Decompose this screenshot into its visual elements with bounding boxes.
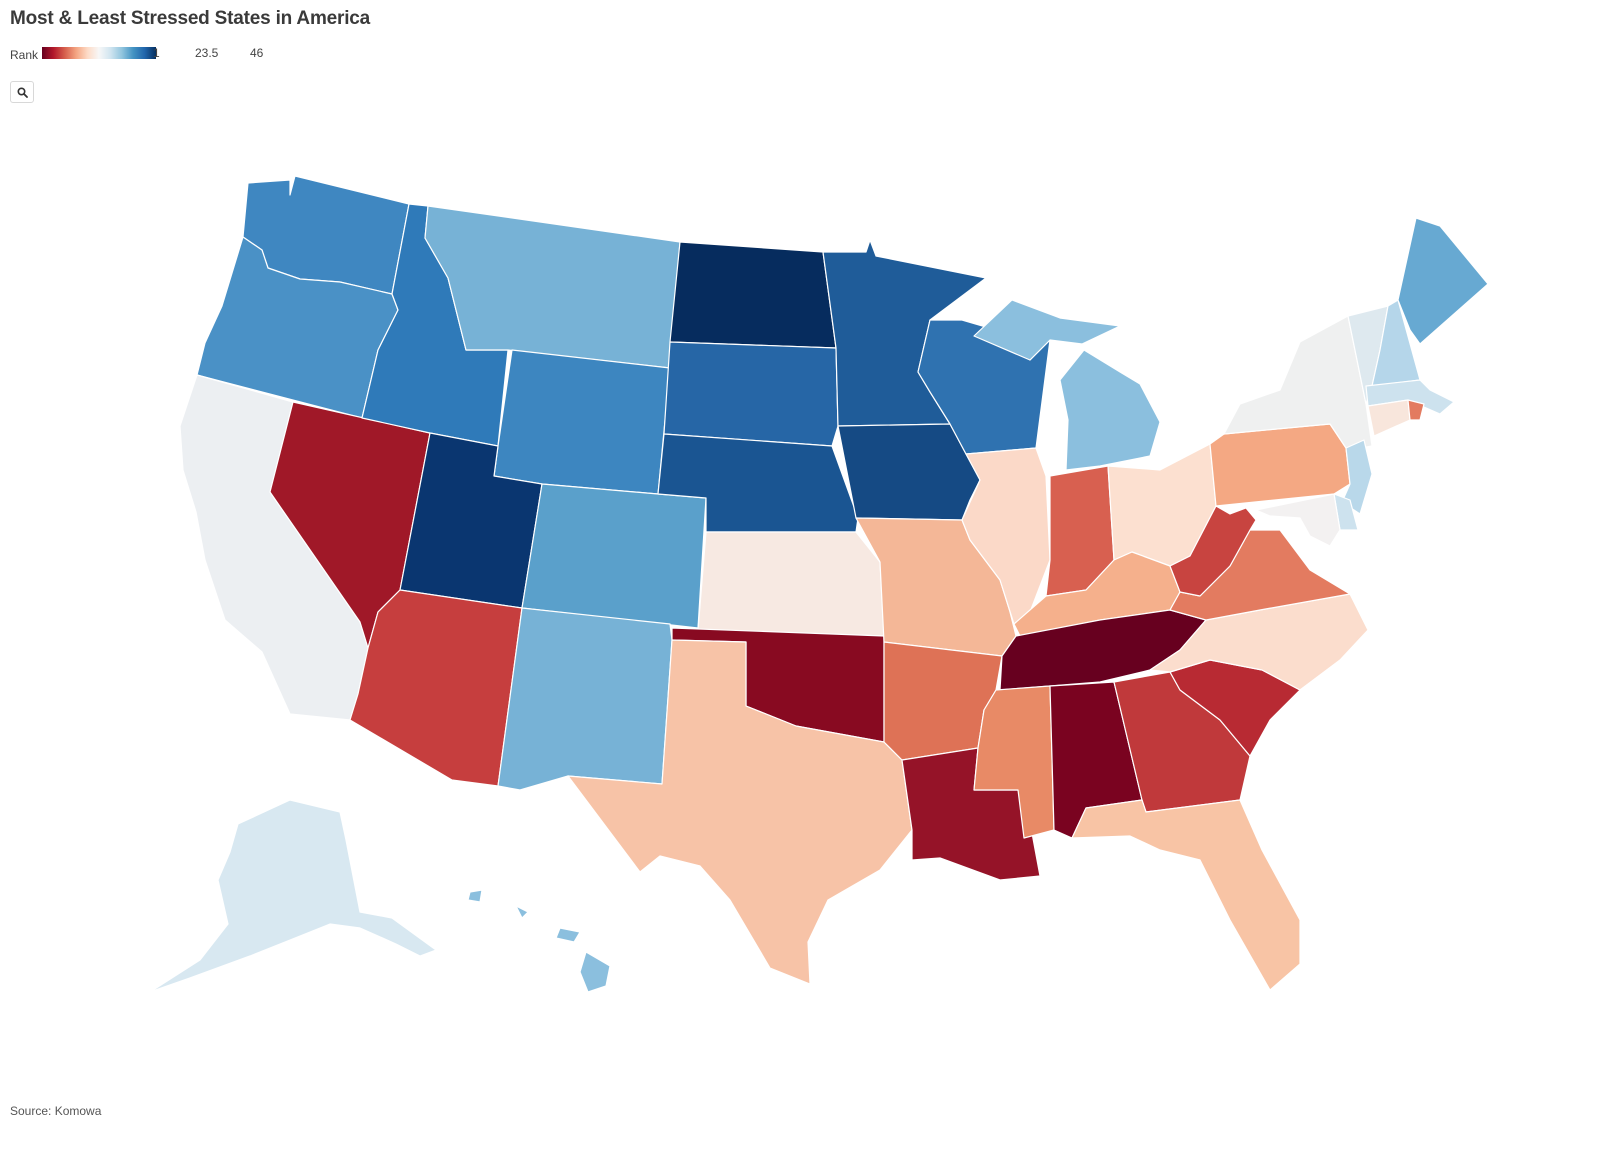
state-rhode-island[interactable] bbox=[1407, 399, 1425, 421]
state-michigan[interactable] bbox=[973, 299, 1161, 471]
state-alaska[interactable] bbox=[149, 799, 437, 993]
state-new-mexico[interactable] bbox=[497, 607, 673, 791]
state-arizona[interactable] bbox=[349, 589, 523, 787]
state-west-virginia[interactable] bbox=[1169, 505, 1257, 597]
state-north-dakota[interactable] bbox=[669, 241, 837, 349]
state-new-jersey[interactable] bbox=[1341, 439, 1373, 515]
state-colorado[interactable] bbox=[521, 483, 707, 629]
legend-tick-max: 46 bbox=[250, 46, 264, 60]
chart-title: Most & Least Stressed States in America bbox=[10, 8, 371, 29]
legend-color-bar bbox=[42, 47, 156, 59]
state-connecticut[interactable] bbox=[1367, 399, 1411, 437]
color-legend: Rank 1 23.5 46 bbox=[10, 44, 310, 64]
state-south-dakota[interactable] bbox=[663, 341, 839, 447]
state-wyoming[interactable] bbox=[493, 349, 671, 495]
source-note: Source: Komowa bbox=[10, 1104, 102, 1118]
state-north-carolina[interactable] bbox=[1149, 593, 1369, 691]
state-florida[interactable] bbox=[1071, 799, 1301, 991]
search-icon bbox=[16, 86, 28, 98]
state-hawaii[interactable] bbox=[467, 889, 611, 993]
state-pennsylvania[interactable] bbox=[1209, 423, 1351, 507]
legend-tick-mid: 23.5 bbox=[195, 46, 219, 60]
legend-tick-min: 1 bbox=[153, 46, 160, 60]
state-maryland[interactable] bbox=[1255, 493, 1341, 547]
search-button[interactable] bbox=[10, 81, 34, 103]
state-texas[interactable] bbox=[567, 639, 913, 985]
legend-label: Rank bbox=[10, 48, 39, 62]
state-kansas[interactable] bbox=[697, 531, 885, 637]
state-maine[interactable] bbox=[1397, 217, 1489, 345]
